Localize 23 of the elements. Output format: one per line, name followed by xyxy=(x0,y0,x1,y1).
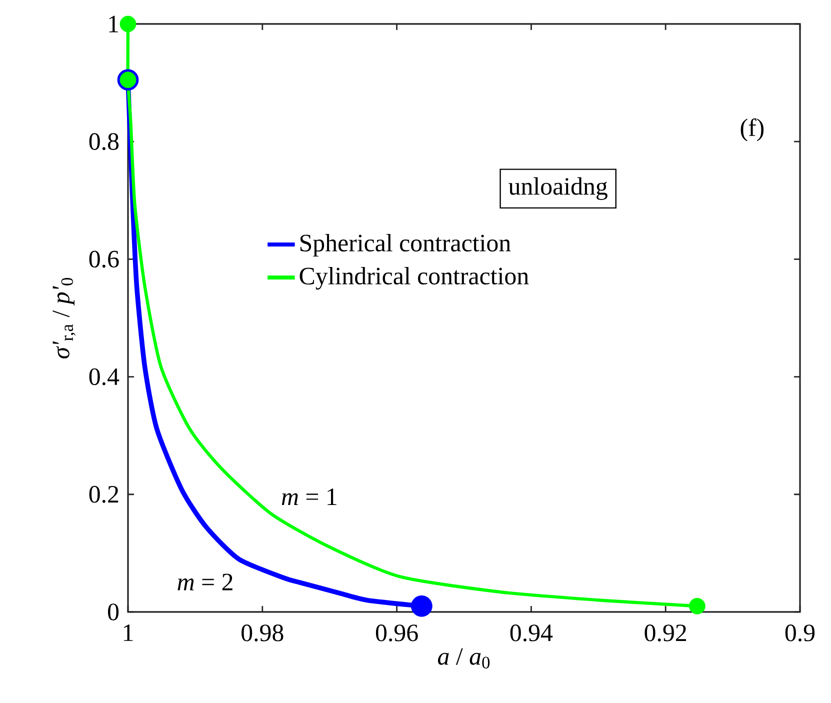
point xyxy=(410,595,432,617)
point xyxy=(120,16,136,32)
y-tick-label: 0.4 xyxy=(89,368,120,386)
y-tick-label: 0.2 xyxy=(89,486,118,503)
y-tick-label: 1 xyxy=(109,16,118,32)
annotation: (f) xyxy=(740,118,764,142)
legend-label: Cylindrical contraction xyxy=(300,266,529,290)
y-tick-label: 0 xyxy=(108,604,119,620)
annotation: unloaidng xyxy=(508,177,608,200)
y-tick-label: 0.6 xyxy=(89,250,119,268)
x-tick-label: 1 xyxy=(124,624,133,641)
legend-label: Spherical contraction xyxy=(300,234,511,257)
x-tick-label: 0.92 xyxy=(644,624,686,642)
annotation: m = 1 xyxy=(282,488,336,505)
x-tick-label: 0.94 xyxy=(510,624,553,642)
x-tick-label: 0.96 xyxy=(376,624,418,642)
point xyxy=(688,598,706,614)
x-tick-label: 0.9 xyxy=(785,624,815,642)
y-axis-title: σ'$_{r,a}$ / p'$_{0}$ xyxy=(52,278,76,358)
x-tick-label: 0.98 xyxy=(242,624,284,642)
y-tick-label: 0.8 xyxy=(89,133,119,150)
x-axis-title: a / a$_{0}$ xyxy=(438,648,490,669)
annotation: m = 2 xyxy=(178,574,232,590)
